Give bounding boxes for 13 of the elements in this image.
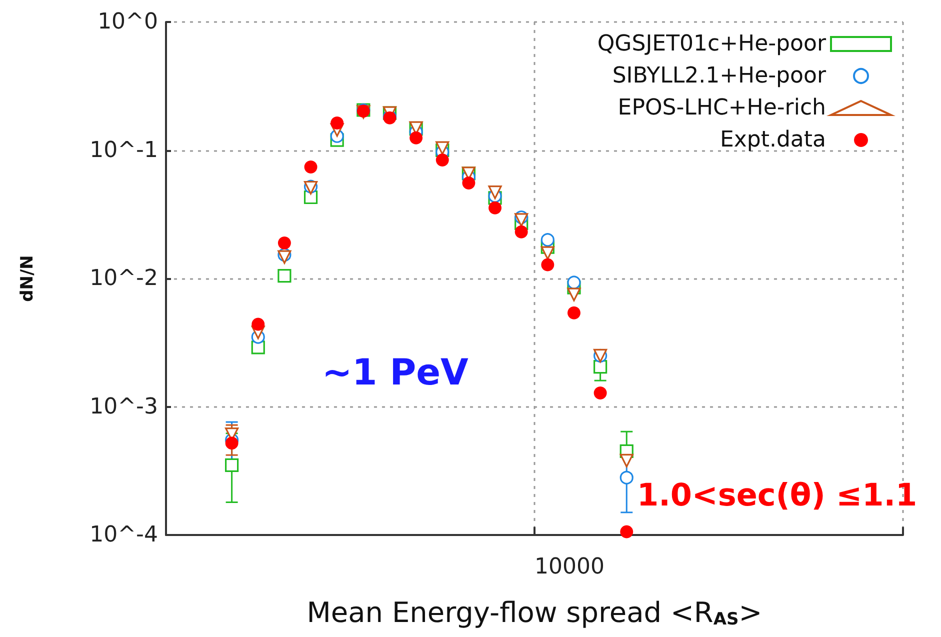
legend-label: Expt.data: [720, 128, 826, 152]
legend-label: SIBYLL2.1+He-poor: [612, 64, 827, 88]
y-tick-label: 10^-3: [90, 394, 158, 420]
annotation: 1.0<sec(θ) ≤1.1: [637, 478, 918, 514]
y-tick-label: 10^-1: [90, 138, 158, 163]
y-axis-title: dN/N: [18, 255, 38, 302]
y-tick-label: 10^0: [98, 10, 158, 34]
annotation: ~1 PeV: [322, 352, 469, 394]
text: 10000: [534, 554, 604, 580]
y-tick-label: 10^-4: [90, 522, 158, 548]
legend-label: EPOS-LHC+He-rich: [618, 96, 826, 120]
legend-label: QGSJET01c+He-poor: [597, 32, 827, 56]
y-tick-label: 10^-2: [90, 266, 158, 291]
